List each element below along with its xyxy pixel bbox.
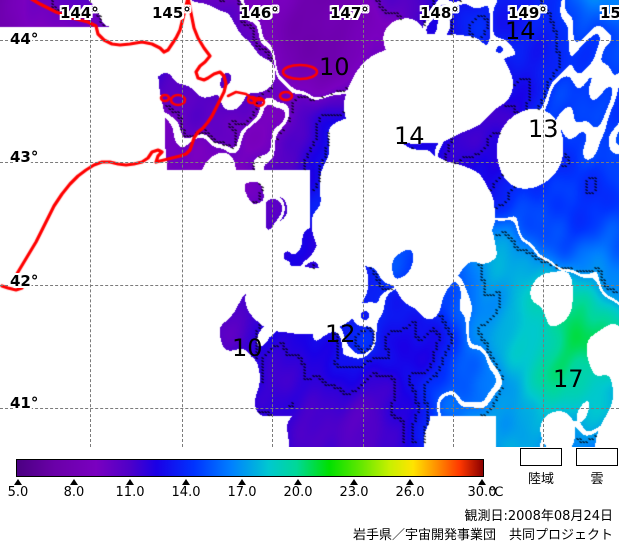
colorbar-unit-label: ℃	[489, 485, 504, 500]
key-swatch-land	[520, 448, 562, 466]
colorbar-tick-mark	[238, 479, 246, 485]
contour-value-label: 10	[232, 334, 263, 362]
longitude-label: 145°	[152, 4, 191, 22]
colorbar-tick-label: 5.0	[7, 485, 29, 500]
latitude-label: 42°	[10, 272, 39, 290]
gridline-meridian	[453, 0, 454, 447]
gridline-parallel	[0, 40, 619, 41]
latitude-label: 44°	[10, 30, 39, 48]
colorbar-tick-mark	[294, 479, 302, 485]
colorbar-tick-label: 23.0	[339, 485, 369, 500]
colorbar-tick-mark	[478, 479, 486, 485]
contour-value-label: 10	[319, 53, 350, 81]
key-label-land: 陸域	[527, 472, 554, 487]
organization-credit-text: 岩手県／宇宙開発事業団 共同プロジェクト	[352, 528, 613, 543]
colorbar-tick-label: 26.0	[395, 485, 425, 500]
colorbar-tick-mark	[14, 479, 22, 485]
gridline-meridian	[363, 0, 364, 447]
latitude-label: 43°	[10, 148, 39, 166]
contour-value-label: 17	[553, 365, 584, 393]
colorbar-tick-mark	[406, 479, 414, 485]
key-swatch-cloud	[576, 448, 618, 466]
gridline-parallel	[0, 162, 619, 163]
gridline-meridian	[272, 0, 273, 447]
colorbar-tick-label: 11.0	[115, 485, 145, 500]
colorbar-tick-mark	[350, 479, 358, 485]
contour-value-label: 14	[394, 122, 425, 150]
gridline-parallel	[0, 285, 619, 286]
colorbar-tick-label: 8.0	[63, 485, 85, 500]
longitude-label: 148°	[420, 4, 459, 22]
longitude-label: 144°	[60, 4, 99, 22]
colorbar-gradient	[16, 459, 484, 477]
longitude-label: 146°	[240, 4, 279, 22]
map-viewport[interactable]: 10 14 13 14 10 12 17 144° 145° 146° 147° 148° 149° 1…	[0, 0, 619, 447]
contour-value-label: 12	[325, 320, 356, 348]
sst-raster-canvas[interactable]	[0, 0, 619, 447]
colorbar-tick-label: 17.0	[227, 485, 257, 500]
colorbar-tick-mark	[70, 479, 78, 485]
contour-value-label: 14	[505, 17, 536, 45]
observation-date-text: 観測日:2008年08月24日	[464, 509, 613, 524]
longitude-label: 15	[600, 4, 619, 22]
colorbar-tick-mark	[182, 479, 190, 485]
longitude-label: 147°	[330, 4, 369, 22]
contour-value-label: 13	[528, 115, 559, 143]
gridline-meridian	[90, 0, 91, 447]
map-key-group: 陸域 雲	[520, 448, 619, 492]
longitude-label: 149°	[508, 4, 547, 22]
latitude-label: 41°	[10, 394, 39, 412]
gridline-meridian	[182, 0, 183, 447]
gridline-parallel	[0, 408, 619, 409]
colorbar-tick-label: 30.0	[467, 485, 497, 500]
key-label-cloud: 雲	[590, 472, 604, 487]
colorbar: 5.0 8.0 11.0 14.0 17.0 20.0 23.0 26.0 30.0 ℃	[0, 455, 619, 501]
colorbar-tick-mark	[126, 479, 134, 485]
colorbar-tick-label: 14.0	[171, 485, 201, 500]
colorbar-tick-label: 20.0	[283, 485, 313, 500]
gridline-meridian	[543, 0, 544, 447]
